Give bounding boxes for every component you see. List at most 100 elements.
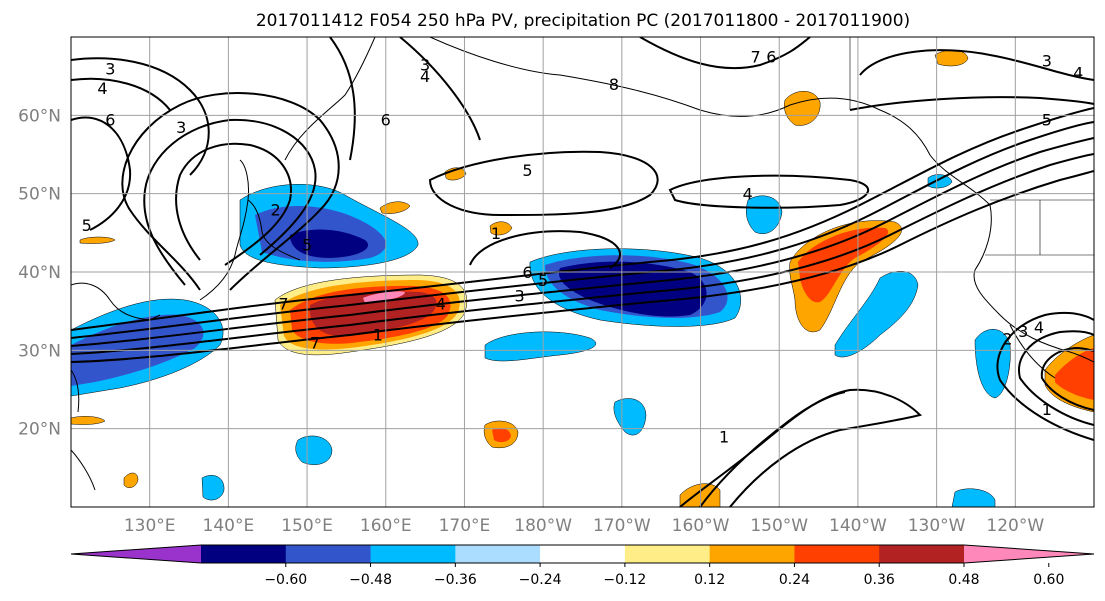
coastline <box>71 369 80 413</box>
colorbar-tick-label: 0.48 <box>948 572 979 588</box>
colorbar-segment <box>794 545 880 563</box>
pv-contour <box>175 142 292 266</box>
pv-contour-label: 5 <box>522 161 532 180</box>
pv-contour-label: 3 <box>1042 52 1052 71</box>
coastline <box>429 37 791 117</box>
pv-contour <box>639 37 811 70</box>
pv-contour <box>1040 346 1094 411</box>
colorbar-tick-label: 0.24 <box>779 572 810 588</box>
pv-contour <box>399 37 481 141</box>
figure-title: 2017011412 F054 250 hPa PV, precipitatio… <box>256 11 910 31</box>
coastline <box>973 204 1094 363</box>
positive-anomaly-region <box>123 472 139 488</box>
pv-contour <box>71 153 1094 355</box>
latitude-tick-label: 40°N <box>18 263 61 283</box>
pv-contour-label: 6 <box>105 110 115 129</box>
colorbar-tick-label: −0.24 <box>519 572 562 588</box>
pv-contour-label: 5 <box>538 271 548 290</box>
negative-anomaly-region <box>746 195 783 234</box>
pv-contour-label: 4 <box>743 185 753 204</box>
pv-contour <box>71 137 1094 347</box>
pv-contour <box>71 57 210 176</box>
pv-contour <box>71 107 1094 331</box>
positive-anomaly-region <box>489 221 513 236</box>
pv-contour <box>859 49 1094 81</box>
longitude-tick-label: 160°W <box>672 516 730 536</box>
longitude-tick-label: 140°E <box>203 516 255 536</box>
colorbar-segment <box>285 545 372 563</box>
pv-contour-label: 5 <box>1042 110 1052 129</box>
colorbar-outline <box>70 544 1095 564</box>
pv-contour-label: 4 <box>97 79 107 98</box>
pv-contour-label: 3 <box>420 55 430 74</box>
pv-contour <box>668 174 870 209</box>
longitude-tick-label: 160°E <box>360 516 412 536</box>
pv-contour-label: 3 <box>105 59 115 78</box>
pv-contour <box>121 92 340 291</box>
longitude-axis: 130°E 140°E 150°E 160°E 170°E 180°W 170°W 160°W… <box>124 516 1045 536</box>
longitude-tick-label: 120°W <box>986 516 1044 536</box>
pv-contour <box>996 311 1094 441</box>
pv-contour <box>143 118 317 286</box>
pv-contour-label: 2 <box>1002 330 1012 349</box>
colorbar-segment <box>201 545 287 563</box>
coastline <box>284 37 376 161</box>
pv-contour <box>1018 330 1094 426</box>
precip-shading <box>71 49 1094 507</box>
positive-anomaly-region <box>1055 348 1094 400</box>
colorbar-tick-label: −0.48 <box>349 572 392 588</box>
positive-anomaly-region <box>363 291 405 303</box>
pv-contour <box>71 116 132 231</box>
colorbar-tick-label: −0.36 <box>434 572 477 588</box>
colorbar-segment <box>455 545 541 563</box>
longitude-tick-label: 150°E <box>281 516 333 536</box>
pv-contour-label: 4 <box>1034 318 1044 337</box>
pv-contour <box>71 121 1094 339</box>
latitude-tick-label: 50°N <box>18 185 61 205</box>
pv-contour <box>329 37 356 161</box>
pv-contour-label: 1 <box>719 428 729 447</box>
longitude-tick-label: 180°W <box>514 516 572 536</box>
pv-contour <box>71 77 171 111</box>
negative-anomaly-region <box>834 271 919 358</box>
pv-contour-label: 7 <box>310 334 320 353</box>
pv-contour-label: 8 <box>609 75 619 94</box>
negative-anomaly-region <box>290 229 369 258</box>
latitude-tick-label: 30°N <box>18 341 61 361</box>
colorbar-tick-label: 0.12 <box>694 572 725 588</box>
pv-contour-label: 6 <box>522 263 532 282</box>
colorbar-segment <box>370 545 456 563</box>
pv-contour-label: 1 <box>373 326 383 345</box>
colorbar: −0.60 −0.48 −0.36 −0.24 −0.12 0.12 0.24 0.36 0.4… <box>70 544 1095 588</box>
colorbar-segment <box>624 545 711 563</box>
pv-contour-label: 3 <box>514 287 524 306</box>
coastline <box>71 449 96 491</box>
map-frame <box>70 36 1095 508</box>
negative-anomaly-region <box>951 488 996 507</box>
longitude-tick-label: 150°W <box>750 516 808 536</box>
pv-contour-label: 5 <box>82 216 92 235</box>
pv-contour <box>849 96 1094 111</box>
latitude-tick-label: 20°N <box>18 420 61 440</box>
latitude-axis: 20°N 30°N 40°N 50°N 60°N <box>18 106 61 439</box>
colorbar-segment <box>709 545 795 563</box>
negative-anomaly-region <box>558 261 707 317</box>
longitude-tick-label: 130°E <box>124 516 176 536</box>
pv-contour <box>469 230 621 269</box>
positive-anomaly-region <box>934 49 969 67</box>
latitude-tick-label: 60°N <box>18 106 61 126</box>
colorbar-extend-max <box>964 545 1094 563</box>
negative-anomaly-region <box>295 435 333 465</box>
coastline <box>247 199 301 261</box>
coastline <box>789 97 991 206</box>
positive-anomaly-region <box>492 428 511 443</box>
pv-contour-label: 3 <box>1018 322 1028 341</box>
pv-contour-label: 4 <box>1073 63 1083 82</box>
pv-contour-label: 4 <box>420 67 430 86</box>
longitude-tick-label: 170°E <box>439 516 491 536</box>
longitude-tick-label: 130°W <box>908 516 966 536</box>
coastline <box>1009 324 1056 379</box>
